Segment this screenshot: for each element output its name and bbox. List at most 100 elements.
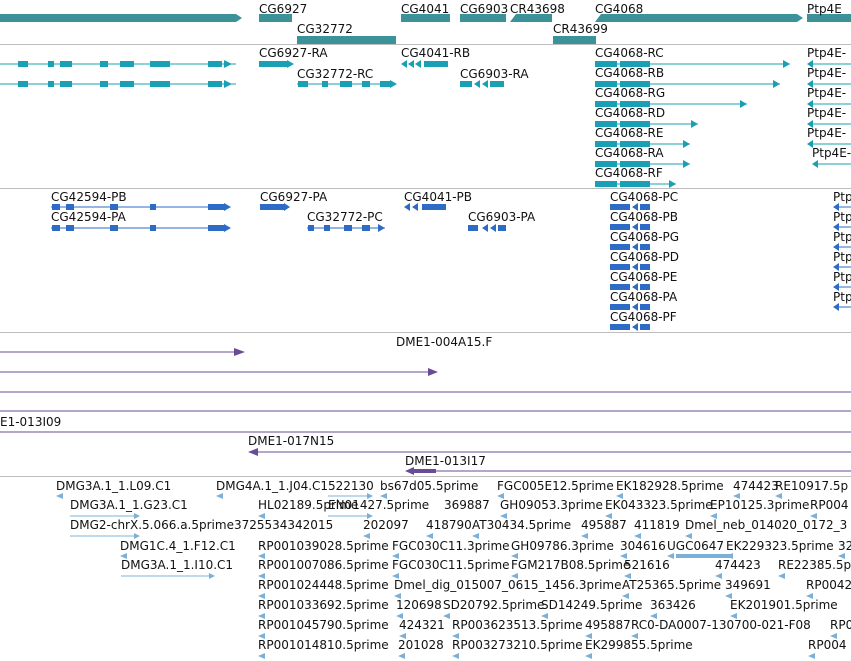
est-feature[interactable] — [398, 653, 405, 659]
est-label[interactable]: RP001033692.5prime — [258, 598, 389, 612]
est-feature[interactable] — [394, 593, 401, 599]
est-label[interactable]: FGC030C11.5prime — [392, 558, 510, 572]
est-feature[interactable] — [585, 653, 592, 659]
est-feature[interactable] — [808, 653, 815, 659]
est-label[interactable]: HL02189.5prime — [258, 498, 359, 512]
transcript-label[interactable]: Ptp4E- — [807, 106, 847, 120]
est-label[interactable]: UGC0647 — [667, 539, 724, 553]
transcript-label[interactable]: CG4041-RB — [401, 46, 471, 60]
est-feature[interactable] — [258, 613, 265, 619]
protein-label[interactable]: CG4041-PB — [404, 190, 473, 204]
protein-feature[interactable] — [468, 224, 506, 232]
gene-feature[interactable] — [807, 14, 851, 22]
est-feature[interactable] — [497, 493, 504, 499]
transcript-label[interactable]: Ptp4E- — [807, 46, 847, 60]
transcript-label[interactable]: CG4068-RC — [595, 46, 664, 60]
est-label[interactable]: RP004 — [808, 638, 847, 652]
gene-feature[interactable] — [595, 14, 803, 22]
transcript-feature[interactable] — [595, 80, 780, 88]
est-label[interactable]: 495887 — [581, 518, 627, 532]
protein-label[interactable]: CG4068-PC — [610, 190, 679, 204]
est-feature[interactable] — [70, 533, 140, 539]
est-feature[interactable] — [328, 513, 373, 519]
est-label[interactable]: 521616 — [624, 558, 670, 572]
gene-feature[interactable] — [460, 14, 506, 22]
est-label[interactable]: Dmel_neb_014020_0172_3 — [685, 518, 848, 532]
est-label[interactable]: EP10125.3prime — [710, 498, 810, 512]
protein-feature[interactable] — [833, 203, 851, 211]
est-label[interactable]: 201028 — [398, 638, 444, 652]
est-label[interactable]: bs67d05.5prime — [380, 479, 479, 493]
est-label[interactable]: DMG3A.1_1.G23.C1 — [70, 498, 188, 512]
est-feature[interactable] — [56, 493, 63, 499]
protein-feature[interactable] — [51, 203, 231, 211]
gene-feature[interactable] — [553, 36, 596, 44]
est-label[interactable]: 349691 — [725, 578, 771, 592]
est-feature[interactable] — [541, 613, 548, 619]
est-label[interactable]: 495887 — [585, 618, 631, 632]
est-feature[interactable] — [810, 513, 817, 519]
protein-label[interactable]: CG32772-PC — [307, 210, 383, 224]
est-feature[interactable] — [838, 553, 845, 559]
protein-label[interactable]: CG4068-PB — [610, 210, 679, 224]
clone-label[interactable]: DME1-017N15 — [248, 434, 335, 448]
est-feature[interactable] — [70, 513, 140, 519]
gene-label[interactable]: CG32772 — [297, 22, 353, 36]
est-feature[interactable] — [452, 653, 459, 659]
protein-feature[interactable] — [260, 203, 290, 211]
est-feature[interactable] — [585, 633, 592, 639]
transcript-feature[interactable] — [807, 100, 851, 108]
transcript-feature[interactable] — [807, 120, 851, 128]
est-feature[interactable] — [778, 573, 785, 579]
est-label[interactable]: FGM217B08.5prime — [511, 558, 631, 572]
transcript-feature[interactable] — [460, 80, 504, 88]
est-feature[interactable] — [616, 493, 623, 499]
gene-label[interactable]: CR43699 — [553, 22, 608, 36]
est-label[interactable]: RC0-DA0007-130700-021-F08 — [631, 618, 811, 632]
est-label[interactable]: FGC005E12.5prime — [497, 479, 614, 493]
est-feature[interactable] — [328, 493, 373, 499]
protein-feature[interactable] — [833, 263, 851, 271]
est-label[interactable]: 411819 — [634, 518, 680, 532]
est-feature[interactable] — [667, 553, 732, 559]
protein-label[interactable]: CG6903-PA — [468, 210, 536, 224]
transcript-label[interactable]: Ptp4E- — [812, 146, 851, 160]
est-label[interactable]: RP003623513.5prime — [452, 618, 583, 632]
est-feature[interactable] — [258, 633, 265, 639]
transcript-label[interactable]: CG4068-RE — [595, 126, 664, 140]
transcript-label[interactable]: Ptp4E- — [807, 126, 847, 140]
est-label[interactable]: RE10917.5p — [775, 479, 849, 493]
est-label[interactable]: Dmel_dig_015007_0615_1456.3prime — [394, 578, 622, 592]
est-label[interactable]: 522130 — [328, 479, 374, 493]
est-label[interactable]: 202097 — [363, 518, 409, 532]
transcript-label[interactable]: CG4068-RA — [595, 146, 664, 160]
est-label[interactable]: RP001024448.5prime — [258, 578, 389, 592]
clone-feature[interactable] — [0, 348, 245, 356]
protein-feature[interactable] — [610, 203, 650, 211]
gene-label[interactable]: CG6927 — [259, 2, 308, 16]
protein-feature[interactable] — [833, 283, 851, 291]
est-feature[interactable] — [710, 513, 717, 519]
transcript-label[interactable]: Ptp4E- — [807, 86, 847, 100]
est-label[interactable]: 418790 — [426, 518, 472, 532]
transcript-feature[interactable] — [401, 60, 448, 68]
gene-feature[interactable] — [259, 14, 292, 22]
est-feature[interactable] — [443, 613, 450, 619]
est-feature[interactable] — [715, 573, 722, 579]
est-label[interactable]: 474423 — [733, 479, 779, 493]
est-feature[interactable] — [258, 653, 265, 659]
est-feature[interactable] — [581, 533, 588, 539]
est-feature[interactable] — [726, 553, 733, 559]
est-label[interactable]: DMG4A.1_1.J04.C1 — [216, 479, 329, 493]
protein-feature[interactable] — [610, 283, 650, 291]
transcript-feature[interactable] — [0, 80, 236, 88]
protein-label[interactable]: Ptp — [833, 250, 851, 264]
est-feature[interactable] — [685, 533, 692, 539]
est-feature[interactable] — [500, 513, 507, 519]
est-feature[interactable] — [396, 613, 403, 619]
transcript-label[interactable]: CG4068-RF — [595, 166, 663, 180]
protein-feature[interactable] — [610, 243, 650, 251]
transcript-feature[interactable] — [595, 180, 676, 188]
protein-label[interactable]: CG4068-PE — [610, 270, 678, 284]
est-feature[interactable] — [733, 493, 740, 499]
